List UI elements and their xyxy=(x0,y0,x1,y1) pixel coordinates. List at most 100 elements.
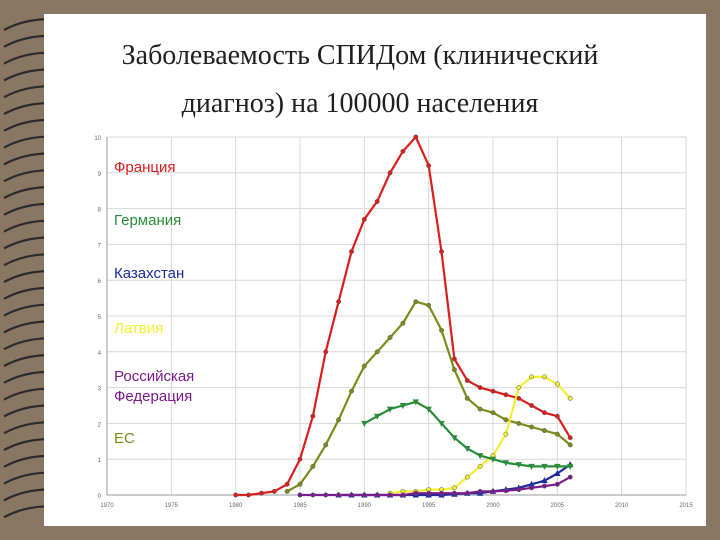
data-point xyxy=(426,490,432,496)
legend-label: ЕС xyxy=(114,430,135,447)
y-tick-label: 7 xyxy=(98,243,102,249)
x-tick-label: 1975 xyxy=(165,503,179,509)
data-point xyxy=(567,435,573,441)
x-tick-label: 2010 xyxy=(615,503,629,509)
data-point xyxy=(516,420,522,426)
data-point xyxy=(297,481,303,487)
data-point xyxy=(336,492,342,498)
data-point xyxy=(400,492,406,498)
data-point xyxy=(529,424,535,430)
data-point xyxy=(439,249,444,255)
data-point xyxy=(477,488,483,494)
y-tick-label: 9 xyxy=(98,172,102,178)
y-tick-label: 1 xyxy=(98,458,102,464)
data-point xyxy=(529,485,535,491)
data-point xyxy=(567,463,574,470)
data-point xyxy=(554,431,560,437)
title-line-2: диагноз) на 100000 населения xyxy=(181,88,539,119)
data-point xyxy=(567,474,573,480)
data-point xyxy=(374,413,381,420)
data-point xyxy=(464,377,470,383)
data-point xyxy=(529,374,535,380)
data-point xyxy=(503,392,509,398)
series-line xyxy=(363,400,571,468)
data-point xyxy=(567,442,573,448)
data-point xyxy=(477,463,483,469)
data-point xyxy=(554,463,561,470)
legend-label: Франция xyxy=(114,159,175,176)
data-point xyxy=(399,403,407,409)
data-point xyxy=(438,420,445,427)
data-point xyxy=(529,403,535,408)
data-point xyxy=(361,363,367,369)
data-point xyxy=(541,463,548,470)
data-point xyxy=(516,385,522,391)
data-point xyxy=(297,492,303,498)
data-point xyxy=(451,485,457,491)
y-tick-label: 3 xyxy=(98,387,102,393)
data-point xyxy=(310,413,316,419)
y-tick-label: 8 xyxy=(98,208,102,214)
data-point xyxy=(554,381,560,387)
data-point xyxy=(361,420,368,427)
data-point xyxy=(490,388,496,394)
y-tick-label: 2 xyxy=(98,422,102,428)
data-point xyxy=(451,490,457,496)
data-point xyxy=(542,428,547,434)
x-tick-label: 1990 xyxy=(358,503,372,509)
series-line xyxy=(389,375,572,495)
data-point xyxy=(413,299,419,305)
data-point xyxy=(374,492,380,498)
data-point xyxy=(542,483,547,489)
data-point xyxy=(349,249,354,255)
data-point xyxy=(258,490,264,496)
x-tick-label: 2000 xyxy=(486,503,500,509)
data-point xyxy=(476,453,484,460)
data-point xyxy=(246,492,251,498)
data-point xyxy=(310,492,316,498)
x-tick-label: 1980 xyxy=(229,503,243,509)
y-tick-label: 4 xyxy=(98,351,102,357)
title-line-1: Заболеваемость СПИДом (клинический xyxy=(121,40,599,71)
data-point xyxy=(554,413,560,419)
data-point xyxy=(271,488,277,494)
x-tick-label: 2015 xyxy=(679,503,693,509)
data-point xyxy=(528,480,535,487)
data-point xyxy=(336,417,342,423)
data-point xyxy=(503,488,509,494)
series-line xyxy=(300,476,571,497)
data-point xyxy=(349,492,354,498)
data-point xyxy=(464,445,471,452)
slide-canvas xyxy=(44,14,706,526)
data-point xyxy=(323,442,329,448)
y-tick-label: 0 xyxy=(98,494,102,500)
slide-title: Заболеваемость СПИДом (клинический диагн… xyxy=(60,32,660,128)
legend-label: Казахстан xyxy=(114,265,184,282)
data-point xyxy=(413,134,419,140)
legend-label: Латвия xyxy=(114,320,163,337)
data-point xyxy=(541,477,548,484)
data-point xyxy=(477,406,483,412)
y-tick-label: 10 xyxy=(94,136,101,142)
data-point xyxy=(451,367,457,373)
data-point xyxy=(233,492,239,498)
data-point xyxy=(374,198,380,204)
data-point xyxy=(361,492,367,498)
legend-label: Федерация xyxy=(114,388,192,405)
data-point xyxy=(387,492,393,498)
data-point xyxy=(503,417,509,423)
data-point xyxy=(464,395,470,401)
data-point xyxy=(425,406,432,413)
x-tick-label: 1985 xyxy=(293,503,307,509)
data-point xyxy=(400,320,406,326)
data-point xyxy=(464,474,470,480)
data-point xyxy=(542,374,547,380)
data-point xyxy=(336,299,342,305)
data-point xyxy=(387,170,393,176)
data-point xyxy=(439,490,444,496)
data-point xyxy=(426,302,432,308)
x-tick-label: 1970 xyxy=(100,503,114,509)
x-tick-label: 2005 xyxy=(551,503,565,509)
data-point xyxy=(426,163,432,169)
